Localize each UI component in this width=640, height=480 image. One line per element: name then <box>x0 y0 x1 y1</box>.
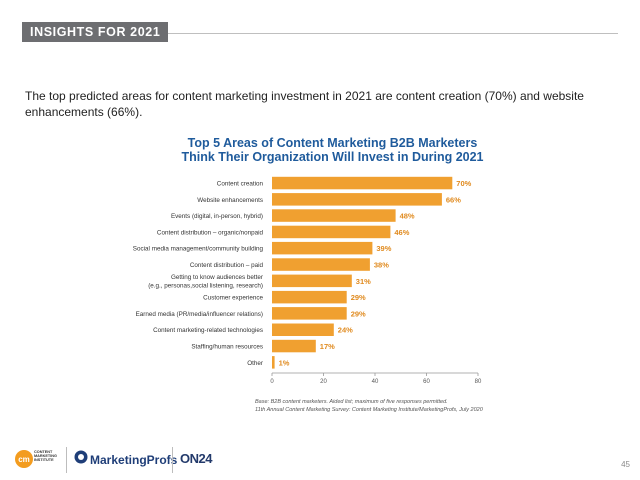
category-label: Social media management/community buildi… <box>133 246 264 253</box>
bar-value-label: 1% <box>279 358 290 367</box>
bar <box>272 290 347 304</box>
category-label: Content marketing-related technologies <box>153 327 263 334</box>
chart-title-line-2: Think Their Organization Will Invest in … <box>181 150 484 164</box>
category-label: Getting to know audiences better <box>171 274 263 281</box>
x-tick-label: 20 <box>320 379 327 385</box>
bar-value-label: 29% <box>351 293 366 302</box>
category-label: Content distribution – paid <box>190 262 264 269</box>
bar <box>272 274 352 288</box>
logo-separator <box>66 447 67 473</box>
category-label: Customer experience <box>203 295 263 302</box>
on24-logo: ON24 <box>180 451 212 466</box>
bar-value-label: 24% <box>338 326 353 335</box>
x-tick-label: 60 <box>423 379 430 385</box>
footnote-source: 11th Annual Content Marketing Survey: Co… <box>255 407 483 413</box>
footnote-base: Base: B2B content marketers. Aided list;… <box>255 399 448 405</box>
bar <box>272 176 453 190</box>
bar <box>272 356 275 369</box>
category-label: Website enhancements <box>197 197 263 204</box>
bar <box>272 339 316 353</box>
partner-logos: cm CONTENT MARKETING INSTITUTE Marketing… <box>10 445 270 477</box>
bar <box>272 323 334 336</box>
bar <box>272 209 396 222</box>
bar-value-label: 31% <box>356 277 371 286</box>
bar <box>272 225 391 239</box>
bar-value-label: 38% <box>374 261 389 270</box>
category-label: Events (digital, in-person, hybrid) <box>171 213 263 220</box>
bar <box>272 193 442 206</box>
page-number: 45 <box>621 460 630 469</box>
bar-value-label: 66% <box>446 195 461 204</box>
bar-value-label: 39% <box>376 244 391 253</box>
bar-value-label: 48% <box>400 212 415 221</box>
category-label: Content distribution – organic/nonpaid <box>157 229 264 236</box>
category-label: (e.g., personas,social listening, resear… <box>148 283 263 290</box>
bar-value-label: 46% <box>394 228 409 237</box>
header-rule <box>22 33 618 34</box>
chart-title-line-1: Top 5 Areas of Content Marketing B2B Mar… <box>187 136 478 150</box>
logo-separator <box>172 447 173 473</box>
svg-text:cm: cm <box>18 455 30 464</box>
category-label: Earned media (PR/media/influencer relati… <box>136 311 263 318</box>
bar <box>272 307 347 320</box>
marketingprofs-logo-text: MarketingProfs <box>90 453 178 467</box>
chart-footnote: Base: B2B content marketers. Aided list;… <box>255 398 483 414</box>
bar-value-label: 70% <box>456 179 471 188</box>
bar <box>272 241 373 255</box>
marketingprofs-logo-icon <box>74 450 88 464</box>
category-label: Staffing/human resources <box>191 344 263 351</box>
cmi-logo-text: CONTENT MARKETING INSTITUTE <box>34 450 57 463</box>
chart-title: Top 5 Areas of Content Marketing B2B Mar… <box>150 136 515 164</box>
bar-value-label: 29% <box>351 309 366 318</box>
category-label: Content creation <box>217 181 264 188</box>
bar <box>272 258 370 271</box>
x-tick-label: 0 <box>270 379 274 385</box>
x-tick-label: 80 <box>475 379 482 385</box>
bar-value-label: 17% <box>320 342 335 351</box>
category-label: Other <box>247 360 263 367</box>
intro-text: The top predicted areas for content mark… <box>25 89 584 119</box>
section-tag: INSIGHTS FOR 2021 <box>22 22 169 42</box>
cmi-logo-icon: cm <box>15 450 33 468</box>
x-tick-label: 40 <box>372 379 379 385</box>
